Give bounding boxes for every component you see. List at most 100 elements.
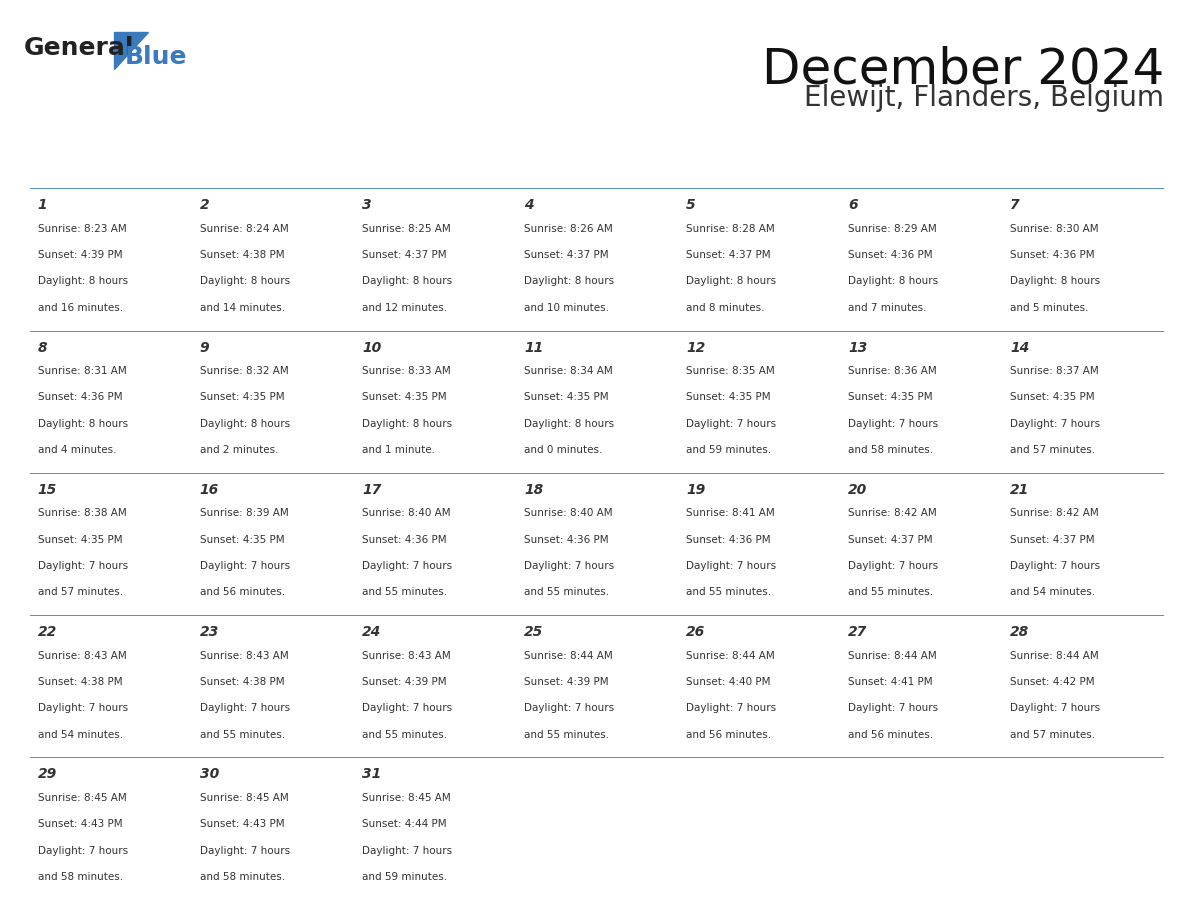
Text: Sunrise: 8:43 AM: Sunrise: 8:43 AM	[38, 651, 127, 661]
Text: Daylight: 8 hours: Daylight: 8 hours	[362, 276, 453, 286]
Text: 18: 18	[524, 483, 543, 497]
Text: Sunrise: 8:36 AM: Sunrise: 8:36 AM	[848, 366, 937, 376]
Text: Sunset: 4:39 PM: Sunset: 4:39 PM	[524, 677, 608, 687]
Text: Daylight: 7 hours: Daylight: 7 hours	[524, 703, 614, 713]
Text: Sunset: 4:35 PM: Sunset: 4:35 PM	[1010, 392, 1095, 402]
Text: Daylight: 8 hours: Daylight: 8 hours	[38, 419, 128, 429]
Text: 16: 16	[200, 483, 219, 497]
Text: 14: 14	[1010, 341, 1030, 354]
Text: Sunset: 4:41 PM: Sunset: 4:41 PM	[848, 677, 933, 687]
Text: and 54 minutes.: and 54 minutes.	[38, 730, 122, 740]
Text: Sunrise: 8:40 AM: Sunrise: 8:40 AM	[524, 509, 613, 519]
Text: 27: 27	[848, 625, 867, 639]
Text: and 55 minutes.: and 55 minutes.	[362, 730, 447, 740]
Text: and 10 minutes.: and 10 minutes.	[524, 303, 609, 313]
Text: 15: 15	[38, 483, 57, 497]
Text: 26: 26	[687, 625, 706, 639]
Text: Sunrise: 8:25 AM: Sunrise: 8:25 AM	[362, 224, 450, 234]
Text: Daylight: 8 hours: Daylight: 8 hours	[1010, 276, 1100, 286]
Text: Daylight: 7 hours: Daylight: 7 hours	[524, 561, 614, 571]
Text: Daylight: 7 hours: Daylight: 7 hours	[1010, 703, 1100, 713]
Text: Sunset: 4:38 PM: Sunset: 4:38 PM	[200, 251, 284, 260]
Text: Sunrise: 8:44 AM: Sunrise: 8:44 AM	[1010, 651, 1099, 661]
Text: and 54 minutes.: and 54 minutes.	[1010, 588, 1095, 598]
Text: 2: 2	[200, 198, 209, 212]
Text: Sunset: 4:39 PM: Sunset: 4:39 PM	[38, 251, 122, 260]
Text: 5: 5	[687, 198, 696, 212]
Text: Tuesday: Tuesday	[364, 160, 432, 175]
Text: Sunset: 4:36 PM: Sunset: 4:36 PM	[524, 534, 608, 544]
Text: Daylight: 8 hours: Daylight: 8 hours	[524, 419, 614, 429]
Text: Sunset: 4:35 PM: Sunset: 4:35 PM	[362, 392, 447, 402]
Text: Elewijt, Flanders, Belgium: Elewijt, Flanders, Belgium	[804, 84, 1164, 112]
Text: and 55 minutes.: and 55 minutes.	[687, 588, 771, 598]
Text: 29: 29	[38, 767, 57, 781]
Text: Sunrise: 8:26 AM: Sunrise: 8:26 AM	[524, 224, 613, 234]
Text: Sunset: 4:43 PM: Sunset: 4:43 PM	[38, 819, 122, 829]
Text: 12: 12	[687, 341, 706, 354]
Text: and 57 minutes.: and 57 minutes.	[1010, 730, 1095, 740]
Text: and 57 minutes.: and 57 minutes.	[38, 588, 122, 598]
Text: Sunrise: 8:42 AM: Sunrise: 8:42 AM	[1010, 509, 1099, 519]
Text: and 8 minutes.: and 8 minutes.	[687, 303, 765, 313]
Text: Sunday: Sunday	[39, 160, 103, 175]
Text: 13: 13	[848, 341, 867, 354]
Text: Sunrise: 8:35 AM: Sunrise: 8:35 AM	[687, 366, 775, 376]
Text: Sunset: 4:36 PM: Sunset: 4:36 PM	[848, 251, 933, 260]
Text: Daylight: 7 hours: Daylight: 7 hours	[687, 419, 776, 429]
Text: 22: 22	[38, 625, 57, 639]
Text: Daylight: 7 hours: Daylight: 7 hours	[1010, 561, 1100, 571]
Text: Daylight: 8 hours: Daylight: 8 hours	[200, 276, 290, 286]
Text: Sunrise: 8:45 AM: Sunrise: 8:45 AM	[362, 793, 450, 803]
Text: Sunrise: 8:44 AM: Sunrise: 8:44 AM	[524, 651, 613, 661]
Text: Daylight: 7 hours: Daylight: 7 hours	[200, 561, 290, 571]
Text: 30: 30	[200, 767, 219, 781]
Text: Sunrise: 8:34 AM: Sunrise: 8:34 AM	[524, 366, 613, 376]
Text: Daylight: 7 hours: Daylight: 7 hours	[38, 845, 128, 856]
Text: 25: 25	[524, 625, 543, 639]
Text: and 56 minutes.: and 56 minutes.	[848, 730, 934, 740]
Text: 1: 1	[38, 198, 48, 212]
Text: and 7 minutes.: and 7 minutes.	[848, 303, 927, 313]
Text: Sunset: 4:37 PM: Sunset: 4:37 PM	[848, 534, 933, 544]
Text: Sunset: 4:35 PM: Sunset: 4:35 PM	[200, 392, 284, 402]
Text: Sunset: 4:40 PM: Sunset: 4:40 PM	[687, 677, 771, 687]
Text: December 2024: December 2024	[762, 46, 1164, 94]
Text: Sunrise: 8:24 AM: Sunrise: 8:24 AM	[200, 224, 289, 234]
Text: 20: 20	[848, 483, 867, 497]
Polygon shape	[114, 32, 147, 69]
Text: and 1 minute.: and 1 minute.	[362, 445, 435, 455]
Text: 9: 9	[200, 341, 209, 354]
Text: Sunrise: 8:41 AM: Sunrise: 8:41 AM	[687, 509, 775, 519]
Text: Sunset: 4:38 PM: Sunset: 4:38 PM	[38, 677, 122, 687]
Text: 10: 10	[362, 341, 381, 354]
Text: and 55 minutes.: and 55 minutes.	[362, 588, 447, 598]
Text: 31: 31	[362, 767, 381, 781]
Text: Daylight: 7 hours: Daylight: 7 hours	[1010, 419, 1100, 429]
Text: Sunrise: 8:29 AM: Sunrise: 8:29 AM	[848, 224, 937, 234]
Text: and 5 minutes.: and 5 minutes.	[1010, 303, 1088, 313]
Text: Daylight: 8 hours: Daylight: 8 hours	[524, 276, 614, 286]
Text: 21: 21	[1010, 483, 1030, 497]
Text: Daylight: 7 hours: Daylight: 7 hours	[362, 561, 453, 571]
Text: Sunrise: 8:28 AM: Sunrise: 8:28 AM	[687, 224, 775, 234]
Text: and 2 minutes.: and 2 minutes.	[200, 445, 278, 455]
Text: Daylight: 8 hours: Daylight: 8 hours	[38, 276, 128, 286]
Text: Sunrise: 8:43 AM: Sunrise: 8:43 AM	[200, 651, 289, 661]
Text: Sunset: 4:39 PM: Sunset: 4:39 PM	[362, 677, 447, 687]
Text: and 4 minutes.: and 4 minutes.	[38, 445, 116, 455]
Text: Sunset: 4:37 PM: Sunset: 4:37 PM	[524, 251, 608, 260]
Text: Sunrise: 8:33 AM: Sunrise: 8:33 AM	[362, 366, 450, 376]
Text: Sunset: 4:36 PM: Sunset: 4:36 PM	[38, 392, 122, 402]
Text: Sunrise: 8:44 AM: Sunrise: 8:44 AM	[848, 651, 937, 661]
Text: Sunset: 4:35 PM: Sunset: 4:35 PM	[524, 392, 608, 402]
Text: Sunrise: 8:23 AM: Sunrise: 8:23 AM	[38, 224, 127, 234]
Text: Friday: Friday	[849, 160, 902, 175]
Text: and 59 minutes.: and 59 minutes.	[687, 445, 771, 455]
Text: Daylight: 8 hours: Daylight: 8 hours	[687, 276, 776, 286]
Text: Sunset: 4:37 PM: Sunset: 4:37 PM	[362, 251, 447, 260]
Text: and 0 minutes.: and 0 minutes.	[524, 445, 602, 455]
Text: and 14 minutes.: and 14 minutes.	[200, 303, 285, 313]
Text: Monday: Monday	[202, 160, 268, 175]
Text: Sunrise: 8:31 AM: Sunrise: 8:31 AM	[38, 366, 127, 376]
